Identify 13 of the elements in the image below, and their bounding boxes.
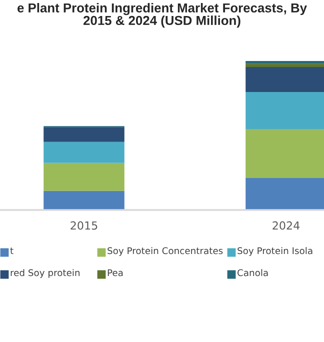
legend-label: Pea: [108, 269, 123, 276]
legend-label: red Soy protein: [10, 269, 80, 278]
legend-label: Soy Protein Concentrates: [108, 247, 223, 256]
bar: [44, 127, 124, 142]
bar: [44, 142, 124, 163]
chart-title: e Plant Protein Ingredient Market Forecasts, By 2015 & 2024 (USD Million): [18, 3, 307, 28]
x-tick-label: 2015: [70, 221, 98, 230]
legend-label: Soy Protein Isola: [238, 247, 312, 256]
legend-label: Canola: [238, 269, 268, 276]
x-tick-label: 2024: [272, 221, 300, 230]
bar: [44, 190, 124, 210]
bar: [44, 162, 124, 191]
legend-label: t: [10, 248, 14, 254]
